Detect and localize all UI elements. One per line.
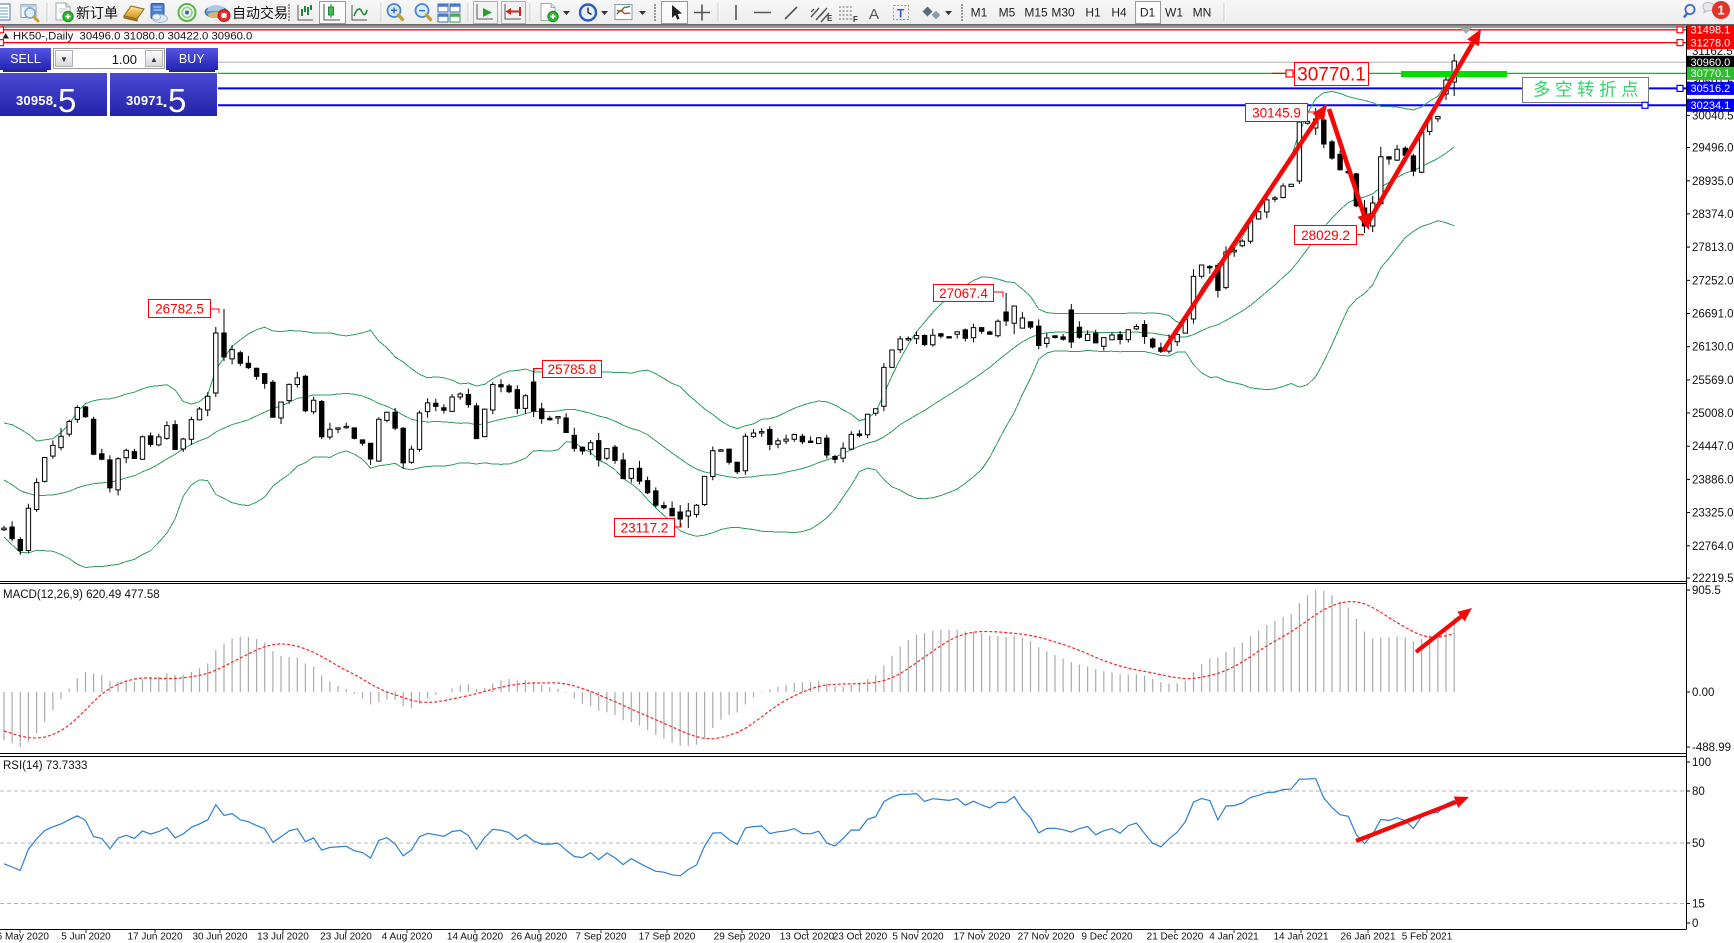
svg-text:30145.9: 30145.9 bbox=[1252, 105, 1301, 120]
svg-text:23117.2: 23117.2 bbox=[621, 520, 669, 535]
svg-text:HK50-,Daily 30496.0 31080.0 3: HK50-,Daily 30496.0 31080.0 30422.0 3096… bbox=[13, 31, 252, 43]
svg-text:28029.2: 28029.2 bbox=[1301, 228, 1350, 243]
svg-text:26782.5: 26782.5 bbox=[155, 301, 204, 316]
svg-text:M30: M30 bbox=[1051, 6, 1075, 20]
svg-text:24447.0: 24447.0 bbox=[1692, 441, 1734, 453]
svg-text:28374.0: 28374.0 bbox=[1692, 209, 1734, 221]
svg-text:17 Jun 2020: 17 Jun 2020 bbox=[127, 932, 182, 943]
svg-text:14 Aug 2020: 14 Aug 2020 bbox=[447, 932, 504, 943]
svg-text:26 Aug 2020: 26 Aug 2020 bbox=[511, 932, 568, 943]
svg-text:9 Dec 2020: 9 Dec 2020 bbox=[1081, 932, 1133, 943]
svg-text:0.00: 0.00 bbox=[1692, 687, 1714, 699]
svg-text:30770.1: 30770.1 bbox=[1297, 65, 1366, 86]
svg-text:新订单: 新订单 bbox=[76, 5, 118, 21]
svg-text:26691.0: 26691.0 bbox=[1692, 309, 1734, 321]
svg-text:31498.1: 31498.1 bbox=[1691, 25, 1731, 37]
svg-text:31278.0: 31278.0 bbox=[1691, 37, 1731, 49]
svg-text:30040.5: 30040.5 bbox=[1692, 110, 1734, 122]
svg-text:905.5: 905.5 bbox=[1692, 585, 1721, 597]
svg-text:T: T bbox=[897, 7, 905, 21]
svg-text:M1: M1 bbox=[971, 6, 988, 20]
svg-text:F: F bbox=[853, 15, 858, 24]
svg-text:−: − bbox=[418, 4, 425, 18]
svg-text:多空转折点: 多空转折点 bbox=[1533, 80, 1643, 100]
svg-text:26130.0: 26130.0 bbox=[1692, 342, 1734, 354]
svg-text:27 Nov 2020: 27 Nov 2020 bbox=[1018, 932, 1075, 943]
svg-text:30960.0: 30960.0 bbox=[1691, 57, 1731, 69]
svg-text:26 Jan 2021: 26 Jan 2021 bbox=[1340, 932, 1395, 943]
svg-text:M5: M5 bbox=[999, 6, 1016, 20]
svg-text:23325.0: 23325.0 bbox=[1692, 508, 1734, 520]
svg-text:-488.99: -488.99 bbox=[1692, 742, 1731, 754]
svg-text:30234.1: 30234.1 bbox=[1691, 100, 1731, 112]
svg-text:15: 15 bbox=[1692, 899, 1705, 911]
svg-text:D1: D1 bbox=[1140, 6, 1156, 20]
svg-text:27813.0: 27813.0 bbox=[1692, 242, 1734, 254]
svg-text:A: A bbox=[869, 6, 879, 23]
svg-text:7 Sep 2020: 7 Sep 2020 bbox=[575, 932, 627, 943]
svg-text:23 Jul 2020: 23 Jul 2020 bbox=[320, 932, 372, 943]
svg-text:25785.8: 25785.8 bbox=[548, 362, 597, 377]
svg-text:29496.0: 29496.0 bbox=[1692, 143, 1734, 155]
svg-text:80: 80 bbox=[1692, 786, 1705, 798]
svg-text:21 Dec 2020: 21 Dec 2020 bbox=[1147, 932, 1204, 943]
svg-text:13 Oct 2020: 13 Oct 2020 bbox=[780, 932, 835, 943]
svg-text:13 Jul 2020: 13 Jul 2020 bbox=[257, 932, 309, 943]
svg-text:W1: W1 bbox=[1165, 6, 1183, 20]
svg-text:4 Aug 2020: 4 Aug 2020 bbox=[382, 932, 433, 943]
svg-text:27067.4: 27067.4 bbox=[939, 286, 988, 301]
svg-text:50: 50 bbox=[1692, 838, 1705, 850]
svg-text:25569.0: 25569.0 bbox=[1692, 375, 1734, 387]
svg-text:29 Sep 2020: 29 Sep 2020 bbox=[714, 932, 771, 943]
svg-text:23886.0: 23886.0 bbox=[1692, 474, 1734, 486]
svg-text:30770.1: 30770.1 bbox=[1691, 68, 1731, 80]
svg-text:26 May 2020: 26 May 2020 bbox=[0, 932, 49, 943]
svg-text:H4: H4 bbox=[1111, 6, 1127, 20]
svg-text:1: 1 bbox=[1717, 3, 1724, 18]
svg-text:30 Jun 2020: 30 Jun 2020 bbox=[192, 932, 247, 943]
svg-text:MN: MN bbox=[1193, 6, 1212, 20]
svg-text:M15: M15 bbox=[1024, 6, 1048, 20]
svg-text:+: + bbox=[390, 4, 397, 18]
svg-text:H1: H1 bbox=[1085, 6, 1101, 20]
svg-text:22764.0: 22764.0 bbox=[1692, 541, 1734, 553]
svg-text:自动交易: 自动交易 bbox=[232, 5, 288, 21]
svg-text:RSI(14) 73.7333: RSI(14) 73.7333 bbox=[3, 760, 87, 772]
svg-text:4 Jan 2021: 4 Jan 2021 bbox=[1209, 932, 1259, 943]
svg-text:22219.5: 22219.5 bbox=[1692, 573, 1734, 585]
svg-text:5 Nov 2020: 5 Nov 2020 bbox=[892, 932, 944, 943]
svg-text:17 Sep 2020: 17 Sep 2020 bbox=[639, 932, 696, 943]
svg-text:23 Oct 2020: 23 Oct 2020 bbox=[833, 932, 888, 943]
svg-text:0: 0 bbox=[1692, 918, 1698, 930]
svg-text:100: 100 bbox=[1692, 757, 1711, 769]
svg-text:17 Nov 2020: 17 Nov 2020 bbox=[954, 932, 1011, 943]
svg-text:27252.0: 27252.0 bbox=[1692, 275, 1734, 287]
svg-text:14 Jan 2021: 14 Jan 2021 bbox=[1273, 932, 1328, 943]
svg-text:28935.0: 28935.0 bbox=[1692, 176, 1734, 188]
svg-text:30516.2: 30516.2 bbox=[1691, 83, 1731, 95]
svg-text:25008.0: 25008.0 bbox=[1692, 408, 1734, 420]
svg-text:MACD(12,26,9) 620.49 477.58: MACD(12,26,9) 620.49 477.58 bbox=[3, 589, 160, 601]
svg-text:5 Feb 2021: 5 Feb 2021 bbox=[1402, 932, 1453, 943]
svg-text:5 Jun 2020: 5 Jun 2020 bbox=[61, 932, 111, 943]
svg-text:E: E bbox=[827, 14, 833, 23]
